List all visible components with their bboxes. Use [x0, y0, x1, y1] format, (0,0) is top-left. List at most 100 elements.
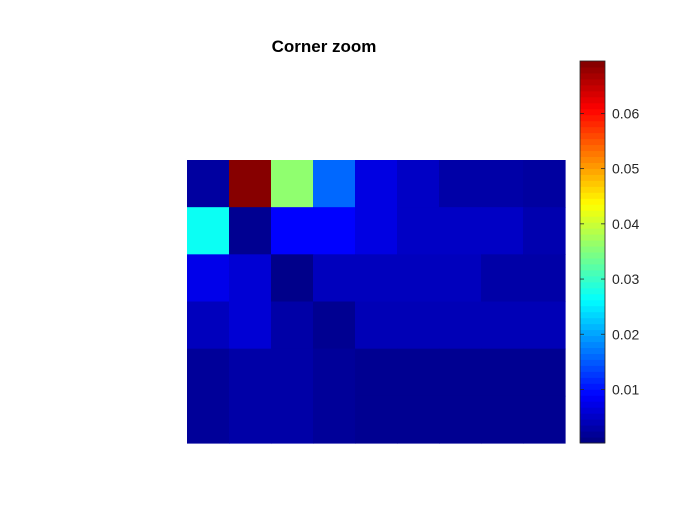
heatmap-cell: [187, 207, 230, 255]
heatmap-cell: [481, 348, 524, 397]
heatmap-cell: [481, 207, 524, 255]
colorbar-segment: [580, 132, 605, 140]
heatmap-cell: [481, 301, 524, 350]
colorbar-segment: [580, 210, 605, 217]
heatmap-cell: [439, 254, 482, 303]
colorbar-segment: [580, 293, 605, 301]
heatmap-cell: [187, 301, 230, 350]
colorbar-tick-label: 0.05: [612, 161, 639, 177]
colorbar-frame: [579, 60, 606, 444]
colorbar-segment: [580, 186, 605, 193]
colorbar-tick-label: 0.06: [612, 105, 639, 121]
heatmap-cell: [481, 395, 524, 444]
colorbar-segment: [580, 365, 605, 372]
heatmap-cell: [523, 395, 566, 444]
heatmap-cell: [397, 207, 440, 255]
heatmap-cell: [271, 207, 314, 255]
chart-title: Corner zoom: [271, 37, 377, 56]
heatmap-cell: [523, 254, 566, 303]
heatmap-cell: [229, 207, 272, 255]
colorbar-segment: [580, 234, 605, 241]
colorbar-segment: [580, 311, 605, 319]
heatmap-cell: [271, 395, 314, 444]
colorbar-segment: [580, 138, 605, 146]
heatmap-cell: [229, 301, 272, 350]
colorbar-segment: [580, 305, 605, 313]
colorbar-segment: [580, 299, 605, 307]
heatmap-cell: [481, 254, 524, 303]
colorbar-tick-label: 0.03: [612, 271, 639, 287]
colorbar-segment: [580, 72, 605, 80]
heatmap-cell: [439, 348, 482, 397]
heatmap-cell: [523, 348, 566, 397]
colorbar-segment: [580, 323, 605, 331]
colorbar-segment: [580, 257, 605, 265]
colorbar-segment: [580, 407, 605, 414]
colorbar-segment: [580, 317, 605, 325]
heatmap-cell: [229, 395, 272, 444]
heatmap-cell: [439, 207, 482, 255]
colorbar-segment: [580, 383, 605, 390]
heatmap-cell: [229, 254, 272, 303]
colorbar-tick-label: 0.01: [612, 381, 639, 397]
colorbar-segment: [580, 168, 605, 175]
colorbar-tick-label: 0.02: [612, 326, 639, 342]
colorbar-segment: [580, 347, 605, 354]
heatmap-cell: [355, 348, 398, 397]
colorbar-segment: [580, 222, 605, 229]
colorbar-segment: [580, 377, 605, 384]
heatmap-cell: [313, 207, 356, 255]
heatmap-cell: [355, 395, 398, 444]
colorbar-segment: [580, 437, 605, 444]
heatmap-cell: [355, 254, 398, 303]
heatmap-cell: [187, 254, 230, 303]
colorbar-segment: [580, 96, 605, 104]
colorbar-segment: [580, 263, 605, 271]
colorbar-tick-label: 0.04: [612, 216, 639, 232]
colorbar-segment: [580, 246, 605, 253]
colorbar-segment: [580, 204, 605, 211]
colorbar-segment: [580, 228, 605, 235]
colorbar-segment: [580, 419, 605, 426]
colorbar-segment: [580, 413, 605, 420]
colorbar-segment: [580, 240, 605, 247]
colorbar-segment: [580, 341, 605, 348]
colorbar-segment: [580, 102, 605, 110]
heatmap-cell: [229, 348, 272, 397]
colorbar-segment: [580, 431, 605, 438]
colorbar-segment: [580, 335, 605, 343]
colorbar-segment: [580, 216, 605, 223]
colorbar-segment: [580, 156, 605, 163]
colorbar-segment: [580, 120, 605, 128]
colorbar-segment: [580, 144, 605, 152]
colorbar-segment: [580, 252, 605, 259]
heatmap-cell: [313, 160, 356, 208]
colorbar-segment: [580, 114, 605, 122]
heatmap-cell: [355, 160, 398, 208]
heatmap-cell: [397, 348, 440, 397]
colorbar-segment: [580, 269, 605, 277]
heatmap-cell: [229, 160, 272, 208]
heatmap-cell: [271, 160, 314, 208]
heatmap-cell: [271, 348, 314, 397]
colorbar-segment: [580, 192, 605, 199]
colorbar-segment: [580, 275, 605, 283]
colorbar-segment: [580, 108, 605, 116]
heatmap-cell: [439, 301, 482, 350]
colorbar-segment: [580, 395, 605, 402]
heatmap-cell: [313, 254, 356, 303]
heatmap-cell: [187, 160, 230, 208]
heatmap-cell: [523, 207, 566, 255]
colorbar-segment: [580, 359, 605, 366]
heatmap-cell: [523, 301, 566, 350]
colorbar-segment: [580, 281, 605, 289]
colorbar-segment: [580, 126, 605, 134]
colorbar-segment: [580, 329, 605, 337]
colorbar-segment: [580, 180, 605, 187]
heatmap-cell: [439, 160, 482, 208]
colorbar-segment: [580, 174, 605, 181]
colorbar-segment: [580, 84, 605, 92]
colorbar-segment: [580, 401, 605, 408]
heatmap-cell: [355, 301, 398, 350]
